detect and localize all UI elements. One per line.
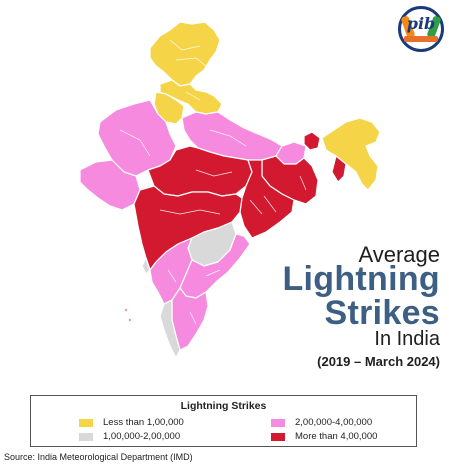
legend-title: Lightning Strikes — [180, 400, 267, 412]
legend-item-less-than-1-lakh: Less than 1,00,000 — [79, 417, 184, 428]
legend-label: 1,00,000-2,00,000 — [103, 431, 181, 442]
title-line-lightning: Lightning — [282, 260, 440, 298]
title-line-strikes: Strikes — [324, 294, 440, 332]
map-division-lines — [119, 39, 307, 325]
map-region-goa — [141, 257, 151, 275]
map-region-tripura-red — [331, 155, 347, 183]
india-map-svg — [79, 21, 381, 359]
map-region-jammu-kashmir-ladakh — [149, 21, 221, 87]
legend-swatch-grey — [79, 432, 93, 441]
logo-text: pib — [406, 14, 436, 33]
map-region-kerala — [159, 299, 181, 359]
title-line-in-india: In India — [374, 328, 440, 350]
title-period: (2019 – March 2024) — [317, 354, 440, 369]
title-line-average: Average — [358, 242, 440, 267]
map-region-islands — [128, 318, 132, 322]
pib-logo: pib — [398, 6, 444, 52]
map-region-himachal-uttarakhand — [159, 79, 223, 115]
legend-item-2-to-4-lakh: 2,00,000-4,00,000 — [271, 417, 372, 428]
india-map — [79, 21, 381, 359]
legend-swatch-yellow — [79, 418, 93, 427]
logo-band — [404, 36, 438, 42]
legend-label: Less than 1,00,000 — [103, 417, 184, 428]
legend-swatch-red — [271, 432, 285, 441]
source-note: Source: India Meteorological Department … — [4, 452, 193, 462]
legend-label: 2,00,000-4,00,000 — [295, 417, 373, 428]
legend-item-more-than-4-lakh: More than 4,00,000 — [271, 431, 377, 442]
legend-item-1-to-2-lakh: 1,00,000-2,00,000 — [79, 431, 180, 442]
map-region-sikkim-red — [303, 131, 321, 151]
map-region-islands — [124, 308, 128, 312]
map-region-arunachal-assam — [321, 117, 381, 191]
legend-label: More than 4,00,000 — [295, 431, 378, 442]
map-region-chhattisgarh-odisha — [239, 159, 295, 239]
legend-swatch-pink — [271, 418, 285, 427]
map-region-punjab-haryana — [153, 91, 185, 125]
legend: Lightning Strikes Less than 1,00,000 1,0… — [30, 395, 417, 447]
